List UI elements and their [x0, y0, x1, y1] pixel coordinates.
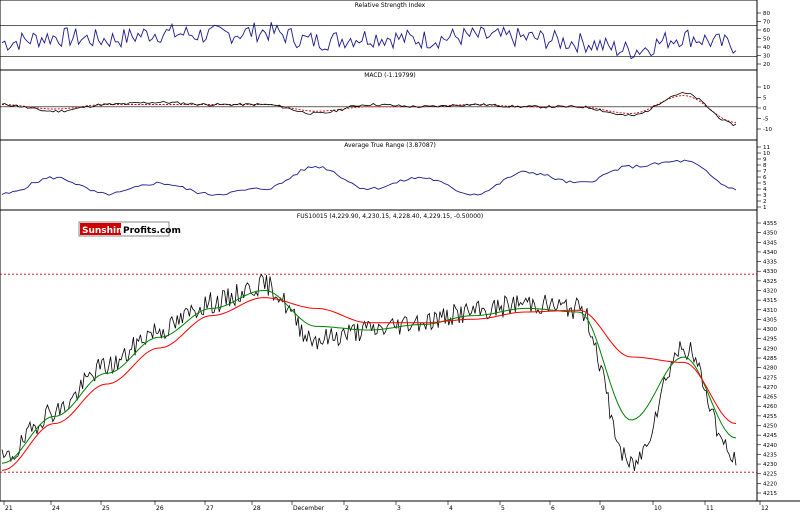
atr-tick-label: 6	[763, 175, 767, 181]
x-tick-label: 2	[345, 505, 349, 512]
atr-tick-label: 3	[763, 193, 767, 199]
price-tick-label: 4330	[763, 269, 777, 275]
price-title: FUS10015 (4,229.90, 4,230.15, 4,228.40, …	[297, 213, 483, 220]
x-tick-label: 12	[761, 505, 769, 512]
x-tick-label: December	[293, 505, 325, 512]
x-tick-label: 9	[601, 505, 605, 512]
atr-tick-label: 9	[763, 157, 767, 163]
price-tick-label: 4230	[763, 462, 777, 468]
x-tick-label: 27	[206, 505, 214, 512]
macd-series-group	[0, 91, 757, 127]
atr-tick-label: 11	[763, 145, 770, 151]
price-tick-label: 4305	[763, 317, 777, 323]
logo-text-profits: Profits.com	[123, 226, 181, 236]
rsi-tick-label: 50	[763, 37, 770, 43]
price-tick-label: 4225	[763, 472, 777, 478]
price-series-group	[0, 273, 757, 473]
price-tick-label: 4355	[763, 221, 777, 227]
rsi-tick-label: 70	[763, 20, 770, 26]
price-tick-label: 4345	[763, 240, 777, 246]
x-tick-label: 4	[449, 505, 453, 512]
atr-title: Average True Range (3.87087)	[344, 142, 436, 149]
x-tick-label: 10	[654, 505, 662, 512]
x-tick-label: 6	[551, 505, 555, 512]
price-tick-label: 4285	[763, 356, 777, 362]
price-tick-label: 4220	[763, 481, 777, 487]
moving-average-fast	[1, 289, 737, 464]
price-tick-label: 4325	[763, 279, 777, 285]
price-tick-label: 4265	[763, 395, 777, 401]
price-tick-label: 4310	[763, 308, 777, 314]
price-tick-label: 4275	[763, 375, 777, 381]
price-tick-label: 4260	[763, 404, 777, 410]
atr-panel-frame	[0, 139, 758, 211]
x-tick-label: 28	[253, 505, 261, 512]
rsi-series-group	[0, 22, 757, 60]
rsi-tick-label: 40	[763, 45, 770, 51]
price-tick-label: 4280	[763, 366, 777, 372]
logo-text-sunshine: Sunshine	[82, 226, 129, 236]
price-tick-label: 4340	[763, 250, 777, 256]
moving-average-slow	[1, 297, 737, 471]
macd-signal-line	[1, 95, 737, 123]
price-tick-label: 4315	[763, 298, 777, 304]
atr-line	[1, 159, 737, 196]
macd-tick-label: 5	[763, 96, 767, 102]
x-tick-label: 11	[706, 505, 714, 512]
price-tick-label: 4255	[763, 414, 777, 420]
macd-panel-frame	[0, 69, 758, 141]
price-tick-label: 4240	[763, 443, 777, 449]
x-tick-label: 26	[156, 505, 164, 512]
atr-tick-label: 1	[763, 205, 767, 211]
x-tick-label: 5	[501, 505, 505, 512]
price-tick-label: 4235	[763, 452, 777, 458]
x-tick-label: 3	[397, 505, 401, 512]
macd-tick-label: 0	[763, 106, 767, 112]
atr-tick-label: 10	[763, 151, 770, 157]
rsi-title: Relative Strength Index	[355, 2, 426, 9]
price-tick-label: 4215	[763, 491, 777, 497]
atr-tick-label: 2	[763, 199, 767, 205]
x-tick-label: 21	[5, 505, 13, 512]
rsi-line	[1, 22, 737, 60]
price-tick-label: 4250	[763, 424, 777, 430]
atr-tick-label: 8	[763, 163, 767, 169]
x-tick-label: 24	[52, 505, 60, 512]
price-tick-label: 4245	[763, 433, 777, 439]
atr-series-group	[1, 159, 737, 196]
macd-tick-label: -5	[763, 117, 769, 123]
x-tick-label: 25	[102, 505, 110, 512]
atr-tick-label: 7	[763, 169, 767, 175]
price-tick-label: 4270	[763, 385, 777, 391]
macd-line	[1, 91, 737, 127]
sunshine-profits-logo: Sunshine Profits.com	[78, 221, 181, 237]
price-line	[1, 273, 737, 471]
macd-tick-label: -10	[763, 127, 772, 133]
price-tick-label: 4300	[763, 327, 777, 333]
price-tick-label: 4320	[763, 289, 777, 295]
macd-tick-label: 10	[763, 85, 770, 91]
price-tick-label: 4350	[763, 231, 777, 237]
rsi-tick-label: 80	[763, 11, 770, 17]
price-tick-label: 4335	[763, 260, 777, 266]
atr-tick-label: 4	[763, 187, 767, 193]
atr-tick-label: 5	[763, 181, 767, 187]
macd-title: MACD (-1.19799)	[364, 72, 416, 79]
price-tick-label: 4290	[763, 346, 777, 352]
rsi-tick-label: 60	[763, 28, 770, 34]
price-panel-frame	[0, 209, 758, 502]
rsi-tick-label: 20	[763, 62, 770, 68]
axis-ticks-group: 807060504030201050-5-1011109876543214355…	[3, 11, 777, 512]
price-tick-label: 4295	[763, 337, 777, 343]
rsi-tick-label: 30	[763, 54, 770, 60]
rsi-panel-frame	[0, 0, 758, 71]
